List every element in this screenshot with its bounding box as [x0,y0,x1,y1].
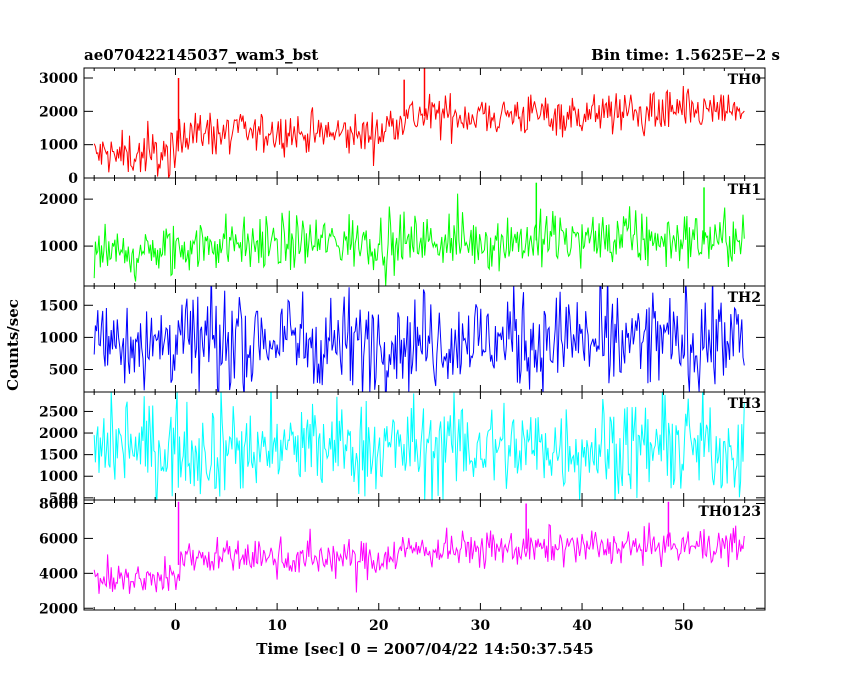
panel-th1: 1000 2000 TH1 [39,177,766,287]
x-tick-label: 50 [674,618,694,634]
chart-title-right: Bin time: 1.5625E−2 s [591,46,780,64]
y-tick-label: 2000 [39,426,78,442]
y-tick-label: 1000 [39,138,78,154]
y-tick-label: 1500 [39,448,78,464]
y-tick-label: 1000 [39,330,78,346]
series-line-th3 [93,392,745,500]
series-line-th1 [93,193,745,286]
x-axis-label: Time [sec] 0 = 2007/04/22 14:50:37.545 [256,640,593,658]
y-tick-label: 6000 [39,531,78,547]
panel-th0123: 2000 4000 6000 8000 TH0123 [39,496,766,617]
y-tick-label: 4000 [39,566,78,582]
y-axis-label: Counts/sec [4,299,22,391]
y-tick-label: 1000 [39,239,78,255]
y-tick-label: 3000 [39,71,78,87]
panel-frame [83,499,766,611]
panel-label: TH3 [728,396,761,412]
panel-label: TH2 [728,290,761,306]
y-tick-label: 8000 [39,496,78,512]
y-tick-label: 500 [49,363,78,379]
series-line-th2 [93,286,745,392]
x-tick-label: 40 [572,618,592,634]
y-tick-label: 500 [49,491,78,507]
chart-title-left: ae070422145037_wam3_bst [84,46,318,64]
y-tick-label: 2000 [39,192,78,208]
y-tick-label: 1500 [39,298,78,314]
x-tick-label: 10 [267,618,287,634]
y-tick-label: 2000 [39,601,78,617]
y-tick-label: 2500 [39,404,78,420]
panel-frame [83,177,766,287]
panel-label: TH1 [728,182,761,198]
x-tick-label: 30 [471,618,491,634]
panel-label: TH0123 [698,504,761,520]
series-line-th0 [93,85,745,178]
panel-th2: 500 1000 1500 TH2 [39,285,766,393]
x-tick-label: 20 [369,618,389,634]
series-line-th0123 [93,522,745,594]
y-tick-label: 0 [68,171,78,187]
x-tick-label: 0 [171,618,181,634]
panel-th0: 0 1000 2000 3000 TH0 [39,67,766,187]
y-tick-label: 1000 [39,469,78,485]
panel-th3: 500 1000 1500 2000 2500 TH3 [39,391,766,507]
y-tick-label: 2000 [39,104,78,120]
panel-label: TH0 [728,72,762,88]
